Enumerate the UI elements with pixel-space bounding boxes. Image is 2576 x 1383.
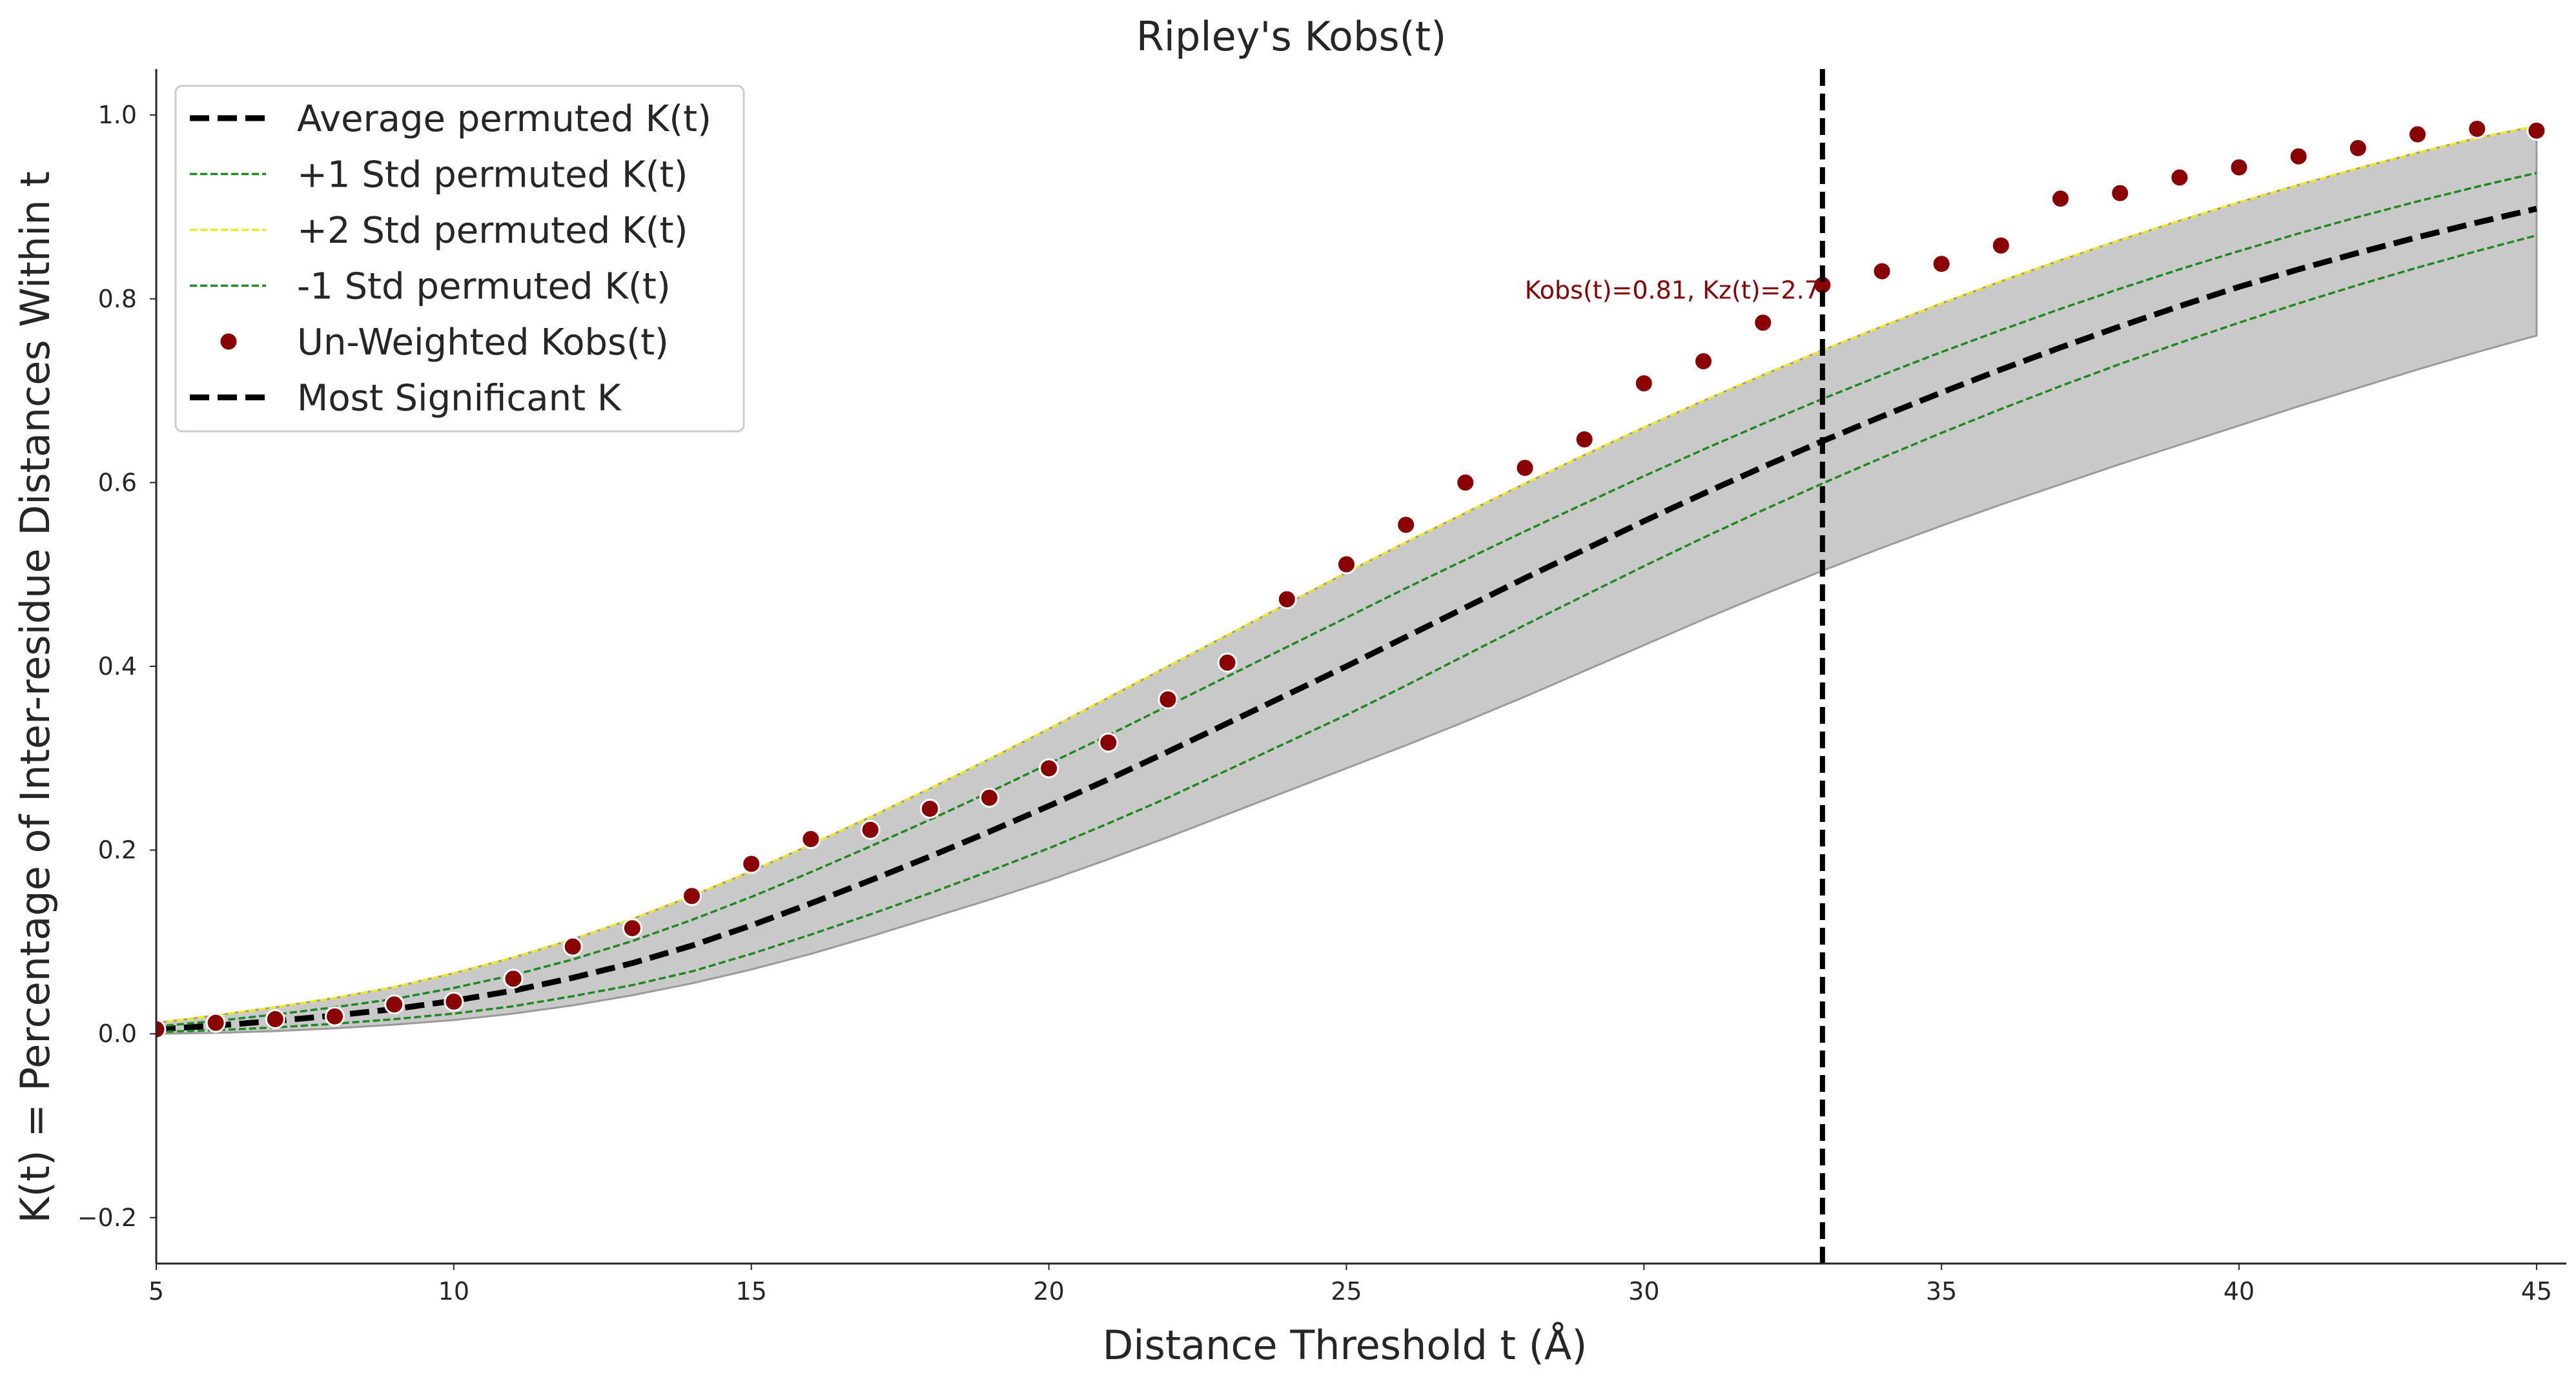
legend-label: Un-Weighted Kobs(t) xyxy=(297,322,669,364)
legend-label: Most Significant K xyxy=(297,378,622,420)
y-tick-label: 0.0 xyxy=(98,1019,137,1048)
legend-label: -1 Std permuted K(t) xyxy=(297,266,671,308)
axes: 5 10 15 20 25 30 35 40 45 −0.2 0.0 0.2 0.4 0.6 0.8 1.0 xyxy=(77,69,2566,1306)
data-point xyxy=(384,994,405,1015)
legend-marker xyxy=(218,331,239,352)
data-point xyxy=(265,1009,285,1029)
data-point xyxy=(860,819,881,840)
legend-item: Average permuted K(t) xyxy=(190,98,711,140)
data-point xyxy=(1990,235,2011,256)
legend-item: +2 Std permuted K(t) xyxy=(190,210,688,252)
data-point xyxy=(741,854,762,874)
data-point xyxy=(622,918,642,939)
legend-frame xyxy=(174,85,745,433)
y-tick-label: 0.4 xyxy=(98,652,137,681)
data-point xyxy=(2526,120,2547,141)
x-tick-label: 35 xyxy=(1926,1277,1957,1306)
data-point xyxy=(562,936,583,957)
data-point xyxy=(979,788,999,808)
data-point xyxy=(325,1006,345,1027)
data-point xyxy=(1336,554,1356,575)
data-point xyxy=(1574,429,1595,449)
y-tick-label: 0.6 xyxy=(98,468,137,497)
data-point xyxy=(1753,312,1774,333)
data-point xyxy=(801,829,821,850)
x-tick-label: 30 xyxy=(1628,1277,1659,1306)
series-1-std-permuted-k-t xyxy=(156,172,2537,1028)
x-tick-label: 25 xyxy=(1331,1277,1362,1306)
data-point xyxy=(1217,652,1238,673)
data-point xyxy=(1098,732,1119,753)
legend-item: Most Significant K xyxy=(190,378,622,420)
data-point xyxy=(444,991,464,1012)
x-tick-label: 20 xyxy=(1033,1277,1064,1306)
x-tick-label: 10 xyxy=(438,1277,469,1306)
data-point xyxy=(1276,589,1297,610)
chart-title: Ripley's Kobs(t) xyxy=(1136,13,1447,60)
data-point xyxy=(2169,167,2190,188)
data-point xyxy=(1931,254,1952,274)
data-point xyxy=(1158,689,1178,710)
legend-item: Un-Weighted Kobs(t) xyxy=(218,322,669,364)
y-tick-label: −0.2 xyxy=(77,1204,137,1232)
annotation: Kobs(t)=0.81, Kz(t)=2.7 xyxy=(1525,276,1820,305)
data-point xyxy=(1633,373,1654,394)
data-point xyxy=(2467,119,2488,139)
legend-item: -1 Std permuted K(t) xyxy=(190,266,671,308)
data-point xyxy=(2050,189,2071,209)
x-axis-label: Distance Threshold t (Å) xyxy=(1103,1322,1588,1369)
legend-label: Average permuted K(t) xyxy=(297,98,711,140)
data-point xyxy=(1455,472,1476,493)
data-point xyxy=(919,799,940,819)
series-1-std-permuted-k-t xyxy=(156,234,2537,1034)
data-point xyxy=(2288,146,2309,167)
x-tick-label: 15 xyxy=(736,1277,767,1306)
legend: Average permuted K(t) +1 Std permuted K(t… xyxy=(174,85,745,433)
data-point xyxy=(503,968,524,989)
data-point xyxy=(682,886,702,907)
data-point xyxy=(2347,138,2368,158)
data-point xyxy=(1693,351,1713,372)
data-point xyxy=(1515,458,1535,478)
plot-area: Kobs(t)=0.81, Kz(t)=2.7 xyxy=(156,69,2547,1264)
data-point xyxy=(156,1019,167,1040)
x-tick-label: 40 xyxy=(2223,1277,2254,1306)
y-tick-label: 0.8 xyxy=(98,285,137,313)
legend-label: +1 Std permuted K(t) xyxy=(297,154,688,196)
data-point xyxy=(2229,157,2249,178)
legend-label: +2 Std permuted K(t) xyxy=(297,210,688,252)
data-point xyxy=(1039,758,1059,779)
data-point xyxy=(1872,261,1892,282)
data-point xyxy=(1396,515,1416,535)
data-point xyxy=(2407,124,2428,145)
y-tick-label: 0.2 xyxy=(98,836,137,865)
data-point xyxy=(2110,183,2131,203)
series-un-weighted-kobs-t xyxy=(156,119,2547,1040)
y-axis-label: K(t) = Percentage of Inter-residue Dista… xyxy=(12,171,59,1223)
legend-item: +1 Std permuted K(t) xyxy=(190,154,688,196)
x-tick-label: 5 xyxy=(148,1277,164,1306)
series-average-permuted-k-t xyxy=(156,205,2537,1032)
x-tick-label: 45 xyxy=(2521,1277,2552,1306)
data-point xyxy=(205,1012,226,1033)
y-tick-label: 1.0 xyxy=(98,101,137,129)
